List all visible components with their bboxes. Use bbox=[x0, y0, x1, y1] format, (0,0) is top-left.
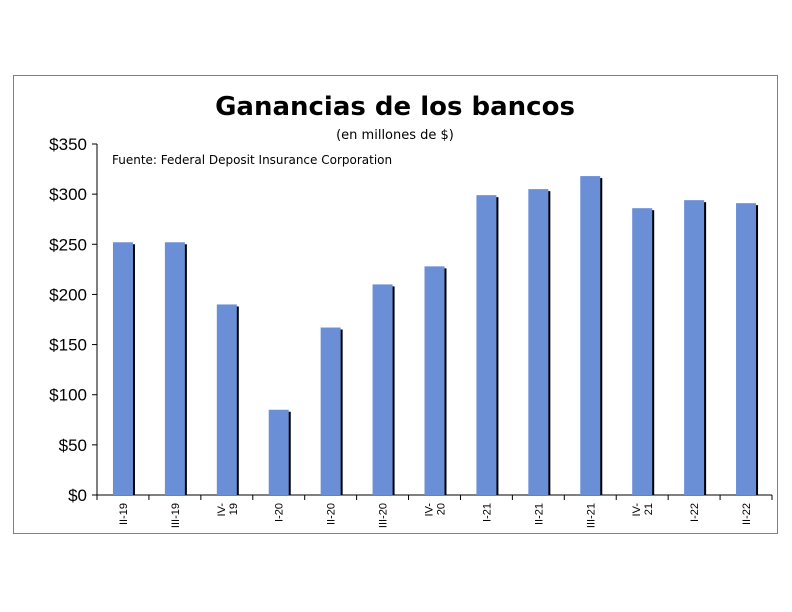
bar bbox=[632, 208, 653, 495]
source-note: Fuente: Federal Deposit Insurance Corpor… bbox=[112, 153, 392, 167]
x-tick-label: I-22 bbox=[689, 503, 701, 522]
bar bbox=[528, 189, 549, 495]
x-tick-label: II-19 bbox=[118, 503, 130, 525]
bar bbox=[372, 284, 393, 495]
y-tick-label: $200 bbox=[49, 285, 87, 304]
bar bbox=[684, 200, 705, 495]
bar bbox=[424, 266, 445, 495]
x-tick-label: III-19 bbox=[170, 503, 182, 528]
bar bbox=[476, 195, 497, 495]
x-tick-label: III-20 bbox=[378, 503, 390, 528]
x-tick-label: III-21 bbox=[585, 503, 597, 528]
x-tick-label: IV- bbox=[216, 503, 228, 517]
y-tick-label: $0 bbox=[68, 486, 87, 505]
x-tick-label: IV- bbox=[424, 503, 436, 517]
y-tick-label: $300 bbox=[49, 185, 87, 204]
y-tick-label: $350 bbox=[49, 135, 87, 154]
chart-svg: Ganancias de los bancos (en millones de … bbox=[49, 92, 773, 528]
y-axis-ticks: $0 $50 $100 $150 $200 $250 $300 $350 bbox=[49, 135, 97, 505]
bar bbox=[320, 327, 341, 495]
x-tick-label: IV- bbox=[631, 503, 643, 517]
x-tick-label: II-21 bbox=[533, 503, 545, 525]
x-axis-ticks: II-19 III-19 IV- 19 I-20 II-20 III-20 IV- 20 I-21… bbox=[96, 495, 773, 528]
x-tick-label: II-20 bbox=[326, 503, 338, 525]
bar bbox=[112, 242, 133, 495]
bar bbox=[216, 304, 237, 495]
y-tick-label: $50 bbox=[59, 436, 87, 455]
x-tick-label: I-21 bbox=[481, 503, 493, 522]
x-tick-label: 21 bbox=[643, 503, 655, 515]
bars bbox=[112, 176, 759, 495]
chart-title: Ganancias de los bancos bbox=[215, 92, 575, 122]
bar bbox=[580, 176, 601, 495]
bar bbox=[164, 242, 185, 495]
x-tick-label: 19 bbox=[228, 503, 240, 515]
chart-frame: Ganancias de los bancos (en millones de … bbox=[13, 75, 778, 534]
bar bbox=[736, 203, 757, 495]
y-tick-label: $250 bbox=[49, 235, 87, 254]
x-tick-label: I-20 bbox=[274, 503, 286, 522]
chart-subtitle: (en millones de $) bbox=[336, 128, 454, 143]
y-tick-label: $150 bbox=[49, 336, 87, 355]
bar bbox=[268, 409, 289, 495]
x-tick-label: II-22 bbox=[741, 503, 753, 525]
x-tick-label: 20 bbox=[436, 503, 448, 515]
y-tick-label: $100 bbox=[49, 386, 87, 405]
